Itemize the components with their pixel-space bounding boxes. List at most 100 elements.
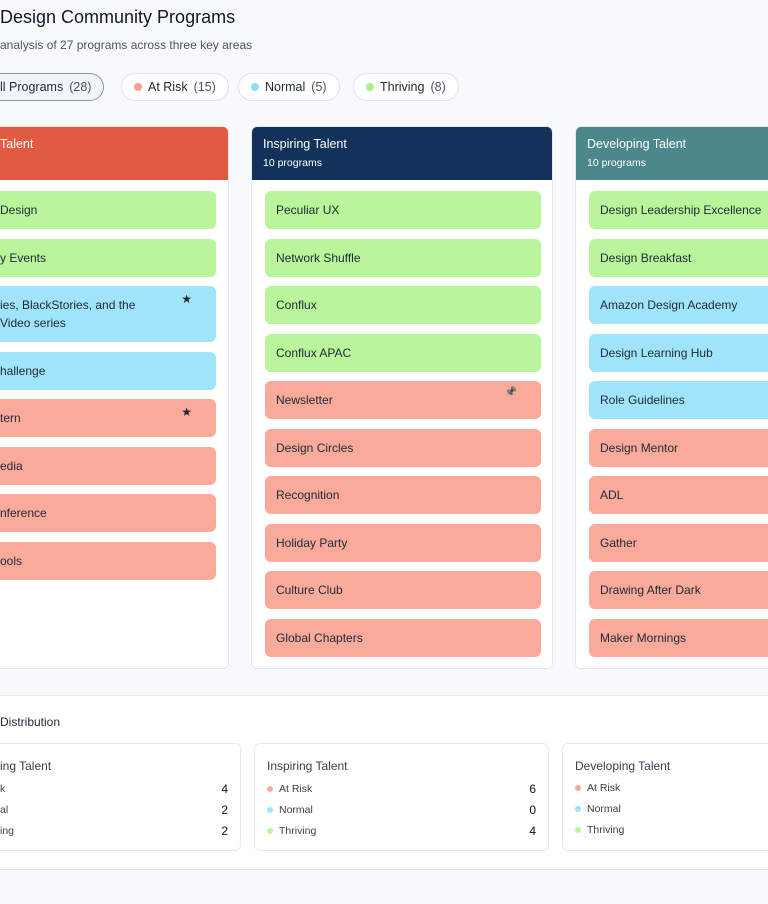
column-title: Talent <box>0 137 34 151</box>
distribution-card-title: Inspiring Talent <box>267 759 348 773</box>
program-name: nference <box>0 506 47 520</box>
program-card[interactable]: Drawing After Dark <box>589 571 768 609</box>
program-card[interactable]: Global Chapters <box>265 618 541 657</box>
column-header: Talent <box>0 127 228 180</box>
program-card[interactable]: Amazon Design Academy <box>589 286 768 324</box>
distribution-row: al 2 <box>0 803 228 817</box>
filter-label: Thriving <box>380 80 425 94</box>
program-name: Global Chapters <box>276 630 363 645</box>
filter-chip-3[interactable]: Thriving (8) <box>353 73 459 101</box>
star-icon[interactable]: ★ <box>181 405 192 419</box>
filter-count: (15) <box>193 80 216 94</box>
column-2: Developing Talent 10 programs Design Leade… <box>575 126 768 669</box>
program-card[interactable]: Conflux APAC <box>265 333 541 372</box>
program-name: ools <box>0 553 23 568</box>
program-card[interactable]: hallenge <box>0 351 216 390</box>
program-card[interactable]: Design Learning Hub <box>589 333 768 372</box>
distribution-card-2: Developing Talent At Risk Normal Thriving <box>562 743 768 851</box>
status-dot-icon <box>267 807 273 813</box>
status-value: 4 <box>221 782 228 796</box>
status-dot-icon <box>575 806 581 812</box>
program-card[interactable]: nference <box>0 494 216 532</box>
status-label: k <box>0 783 6 795</box>
status-label: ing <box>0 825 15 837</box>
program-name: ies, BlackStories, and the Video series <box>0 298 136 330</box>
program-name: Conflux APAC <box>276 345 352 360</box>
column-0: Talent Design y Events ies, BlackStories, a… <box>0 126 229 669</box>
program-name: Drawing After Dark <box>600 583 701 597</box>
distribution-row: Thriving 4 <box>267 824 536 838</box>
status-dot-icon <box>575 827 581 833</box>
program-name: Design <box>0 203 38 217</box>
program-name: Amazon Design Academy <box>600 298 738 312</box>
column-title: Inspiring Talent <box>263 137 347 151</box>
program-card[interactable]: Role Guidelines <box>589 381 768 419</box>
filter-label: ll Programs <box>0 80 64 94</box>
column-1: Inspiring Talent 10 programs Peculiar UX Ne… <box>251 126 553 669</box>
distribution-row: Normal <box>575 803 756 815</box>
column-title: Developing Talent <box>587 137 687 151</box>
column-count: 10 programs <box>587 157 646 169</box>
program-card[interactable]: Maker Mornings <box>589 618 768 657</box>
program-name: Gather <box>600 535 637 550</box>
program-card[interactable]: Holiday Party <box>265 523 541 562</box>
program-card[interactable]: ADL <box>589 476 768 514</box>
program-name: ADL <box>600 488 624 502</box>
distribution-title: Distribution <box>0 715 61 729</box>
column-header: Developing Talent 10 programs <box>576 127 768 180</box>
status-dot-icon <box>251 83 259 91</box>
status-dot-icon <box>267 828 273 834</box>
program-card[interactable]: Newsletter 📌 <box>265 381 541 419</box>
program-name: Maker Mornings <box>600 630 687 645</box>
distribution-row: ing 2 <box>0 824 228 838</box>
program-card[interactable]: Design Circles <box>265 428 541 467</box>
status-value: 6 <box>529 782 536 796</box>
program-card[interactable]: ools <box>0 541 216 580</box>
filter-label: Normal <box>265 80 306 94</box>
program-card[interactable]: Design Breakfast <box>589 238 768 277</box>
program-card[interactable]: edia <box>0 446 216 485</box>
filter-chip-1[interactable]: At Risk (15) <box>121 73 229 101</box>
program-name: Conflux <box>276 298 317 312</box>
column-count: 10 programs <box>263 157 322 169</box>
program-name: Recognition <box>276 488 340 502</box>
pin-icon[interactable]: 📌 <box>504 387 517 398</box>
program-card[interactable]: Network Shuffle <box>265 238 541 277</box>
program-card[interactable]: Recognition <box>265 476 541 514</box>
distribution-row: Thriving <box>575 824 756 836</box>
program-name: edia <box>0 458 23 473</box>
program-name: Role Guidelines <box>600 393 685 407</box>
status-label: Thriving <box>279 825 317 837</box>
program-card[interactable]: Conflux <box>265 286 541 324</box>
distribution-card-0: ing Talent k 4 al 2 ing 2 <box>0 743 241 851</box>
program-card[interactable]: Gather <box>589 523 768 562</box>
program-card[interactable]: Design <box>0 191 216 229</box>
program-name: Holiday Party <box>276 535 348 550</box>
status-value: 4 <box>529 824 536 838</box>
program-card[interactable]: Design Leadership Excellence <box>589 191 768 229</box>
program-card[interactable]: tern ★ <box>0 399 216 437</box>
program-name: Network Shuffle <box>276 250 361 265</box>
program-name: tern <box>0 411 21 425</box>
star-icon[interactable]: ★ <box>181 292 192 306</box>
program-card[interactable]: Culture Club <box>265 571 541 609</box>
filter-chip-2[interactable]: Normal (5) <box>238 73 340 101</box>
filter-count: (8) <box>430 80 446 94</box>
status-label: At Risk <box>279 783 313 795</box>
program-card[interactable]: ies, BlackStories, and the Video series ★ <box>0 286 216 342</box>
program-name: Design Circles <box>276 440 354 455</box>
status-dot-icon <box>366 83 374 91</box>
program-name: Design Mentor <box>600 440 679 455</box>
program-card[interactable]: y Events <box>0 238 216 277</box>
program-card[interactable]: Peculiar UX <box>265 191 541 229</box>
program-name: Culture Club <box>276 583 343 597</box>
status-value: 0 <box>529 803 536 817</box>
distribution-row: At Risk 6 <box>267 782 536 796</box>
distribution-card-title: ing Talent <box>0 759 52 773</box>
program-card[interactable]: Design Mentor <box>589 428 768 467</box>
status-label: Normal <box>587 803 621 815</box>
program-name: Design Learning Hub <box>600 345 713 360</box>
program-name: Newsletter <box>276 393 333 407</box>
filter-chip-0[interactable]: ll Programs (28) <box>0 73 105 101</box>
